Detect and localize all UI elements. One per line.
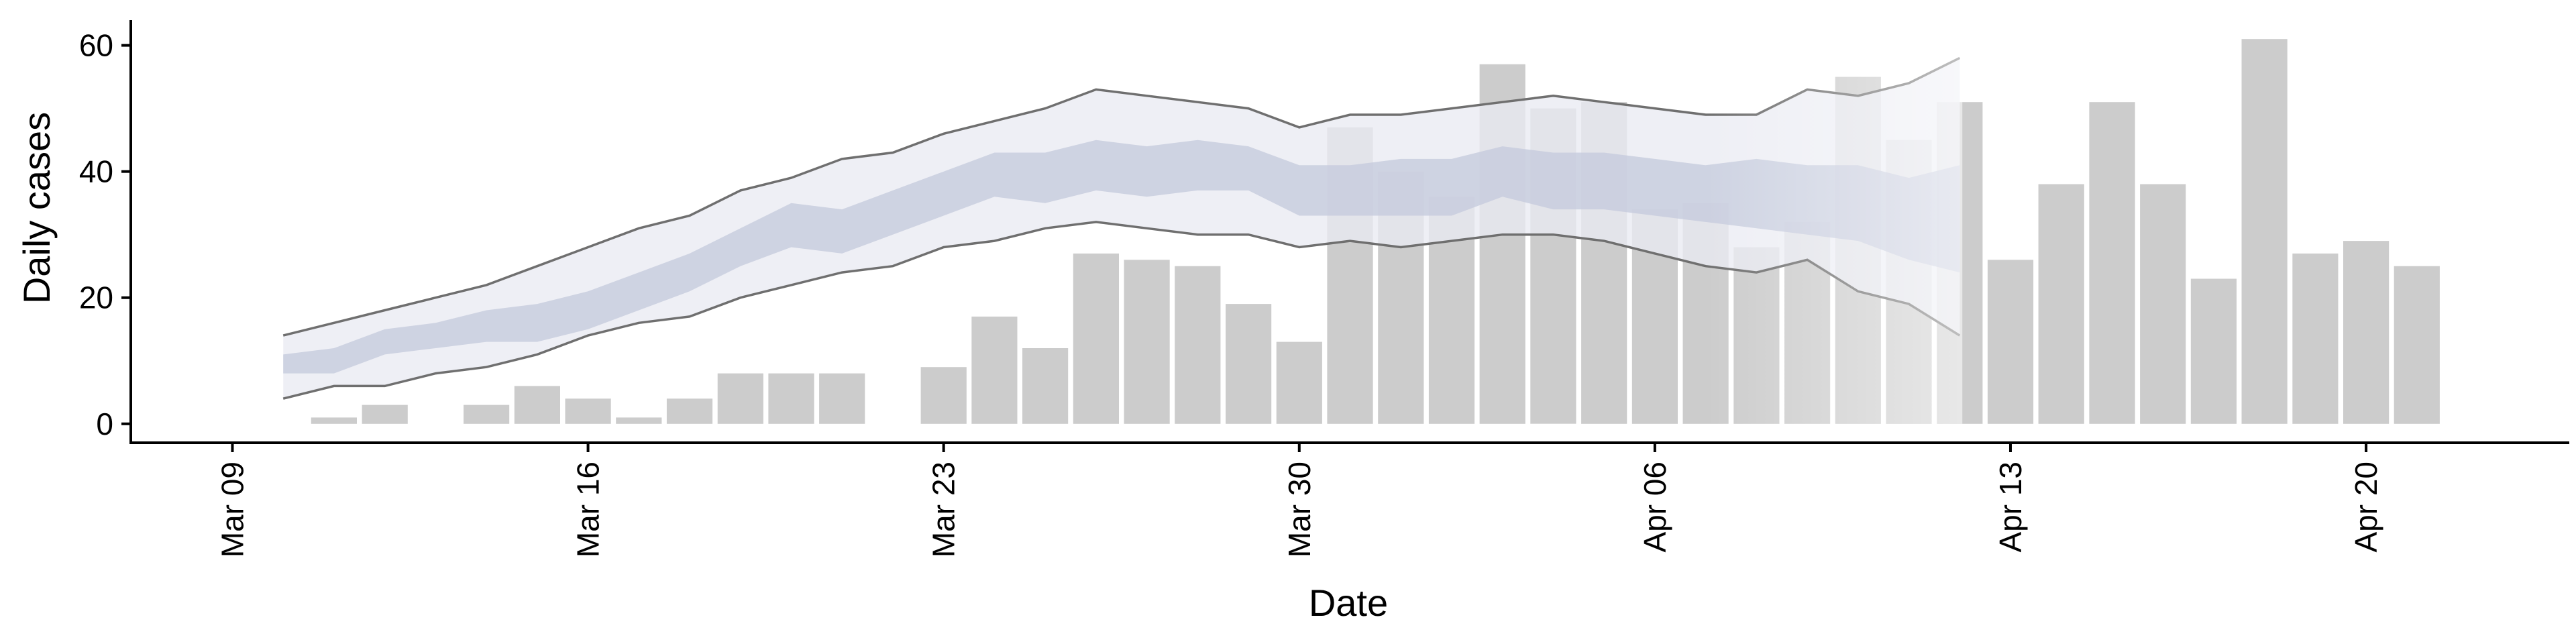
bar [2241, 39, 2288, 424]
y-tick-label: 0 [96, 407, 113, 441]
bar [362, 405, 408, 424]
y-tick-label: 20 [79, 280, 113, 315]
bar [616, 417, 662, 424]
bar [311, 417, 357, 424]
x-tick-label: Mar 16 [571, 462, 606, 557]
bar [2292, 253, 2339, 424]
bar [1022, 348, 1069, 424]
x-tick-label: Apr 20 [2349, 462, 2383, 553]
bar [971, 316, 1018, 424]
bar [1073, 253, 1119, 424]
bar [2089, 102, 2135, 424]
bar [1987, 260, 2034, 424]
x-tick-label: Mar 09 [215, 462, 250, 557]
bar [2190, 278, 2237, 424]
bar [565, 398, 611, 424]
bar [717, 373, 763, 424]
bar [514, 386, 560, 424]
upper-bound-line [282, 56, 1961, 337]
bar [2394, 266, 2440, 424]
y-tick-label: 60 [79, 28, 113, 63]
bar [1276, 341, 1322, 424]
bar [819, 373, 865, 424]
bar [1226, 304, 1272, 424]
inner-interval-band [283, 140, 1960, 374]
x-axis: Mar 09 Mar 16 Mar 23 Mar 30 Apr 06 Apr 13 Apr … [129, 441, 2569, 557]
x-tick-label: Apr 13 [1993, 462, 2028, 553]
lower-bound-line [282, 221, 1961, 400]
bar [2038, 184, 2084, 424]
y-tick-label: 40 [79, 154, 113, 189]
x-axis-title: Date [1309, 582, 1388, 624]
x-tick-label: Mar 23 [926, 462, 961, 557]
x-tick-label: Mar 30 [1282, 462, 1317, 557]
bar [464, 405, 510, 424]
bar [2140, 184, 2186, 424]
y-axis-title: Daily cases [15, 112, 58, 304]
bar [2343, 241, 2390, 424]
y-axis: 0 20 40 60 [79, 20, 132, 443]
estimate-band-layer [282, 56, 1961, 400]
band-fade-overlay [1705, 20, 1963, 424]
bar [1175, 266, 1221, 424]
bar [666, 398, 713, 424]
outer-interval-band [283, 58, 1960, 399]
bar [768, 373, 814, 424]
x-tick-label: Apr 06 [1638, 462, 1672, 553]
bar [920, 367, 967, 424]
bar [1124, 260, 1170, 424]
